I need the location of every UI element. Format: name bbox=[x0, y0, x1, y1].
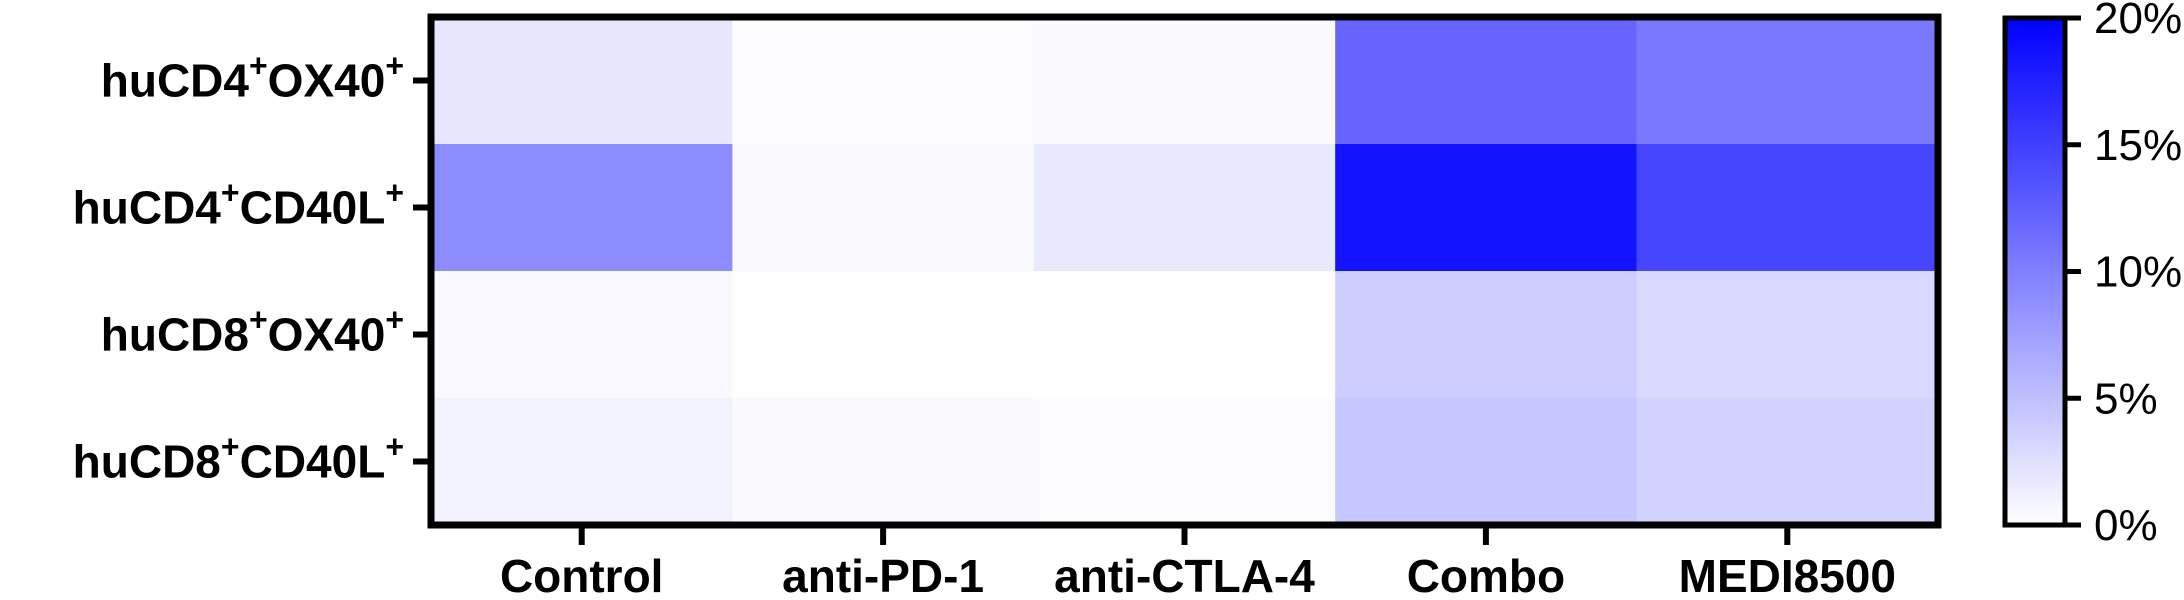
heatmap-cell bbox=[1033, 17, 1336, 145]
colorbar-tick-label: 15% bbox=[2094, 121, 2182, 170]
colorbar-gradient bbox=[2002, 15, 2068, 528]
column-label: Control bbox=[500, 550, 664, 600]
heatmap-cell bbox=[732, 398, 1035, 526]
heatmap-cell bbox=[431, 17, 733, 145]
colorbar-tick-label: 20% bbox=[2094, 0, 2182, 43]
row-label: huCD4+OX40+ bbox=[101, 48, 404, 107]
heatmap-cell bbox=[431, 398, 733, 526]
heatmap-cell bbox=[1335, 398, 1638, 526]
heatmap-cell bbox=[1033, 144, 1336, 272]
heatmap-cell bbox=[1636, 17, 1939, 145]
column-label: anti-PD-1 bbox=[782, 550, 984, 600]
heatmap-cell bbox=[732, 144, 1035, 272]
heatmap-cell bbox=[1033, 271, 1336, 399]
heatmap-cell bbox=[1636, 271, 1939, 399]
colorbar-ticks: 0% 5% 10% 15% 20% bbox=[2065, 0, 2182, 550]
heatmap-cell bbox=[431, 144, 733, 272]
heatmap-cell bbox=[431, 271, 733, 399]
heatmap-cell bbox=[732, 271, 1035, 399]
colorbar-tick-label: 5% bbox=[2094, 374, 2158, 423]
heatmap-cell bbox=[732, 17, 1035, 145]
column-label: Combo bbox=[1407, 550, 1565, 600]
heatmap-cell bbox=[1636, 144, 1939, 272]
colorbar-tick-label: 0% bbox=[2094, 501, 2158, 550]
heatmap-cell bbox=[1335, 144, 1638, 272]
heatmap-cell bbox=[1636, 398, 1939, 526]
colorbar: 0% 5% 10% 15% 20% bbox=[2002, 0, 2182, 550]
column-label: MEDI8500 bbox=[1679, 550, 1896, 600]
row-labels: huCD4+OX40+ huCD4+CD40L+ huCD8+OX40+ huCD8+… bbox=[73, 48, 431, 488]
row-label: huCD8+OX40+ bbox=[101, 302, 404, 361]
row-label: huCD4+CD40L+ bbox=[73, 175, 404, 234]
heatmap-cell bbox=[1335, 271, 1638, 399]
row-label: huCD8+CD40L+ bbox=[73, 429, 404, 488]
colorbar-tick-label: 10% bbox=[2094, 248, 2182, 297]
column-label: anti-CTLA-4 bbox=[1054, 550, 1315, 600]
heatmap-cell bbox=[1335, 17, 1638, 145]
heatmap-cell bbox=[1033, 398, 1336, 526]
heatmap-cells bbox=[431, 17, 1939, 526]
column-labels: Control anti-PD-1 anti-CTLA-4 Combo MEDI8500 bbox=[500, 525, 1896, 600]
